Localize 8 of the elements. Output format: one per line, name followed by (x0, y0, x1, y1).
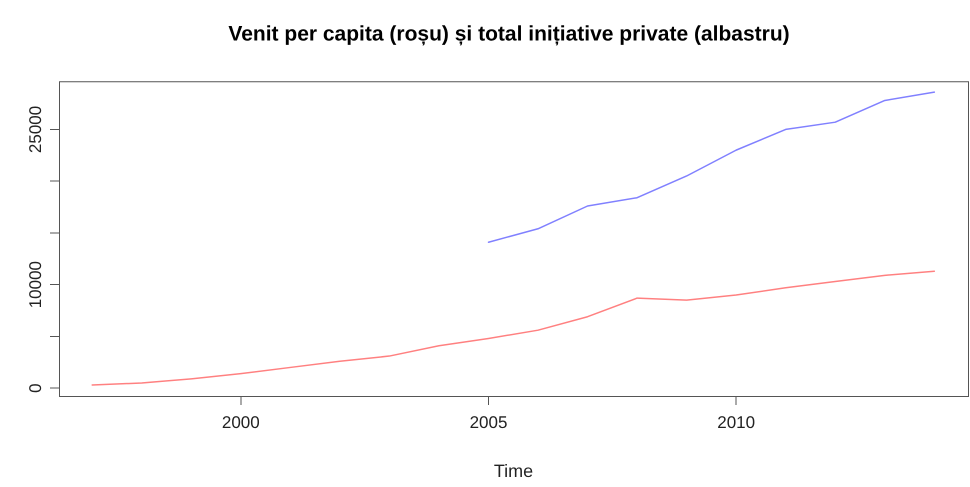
x-tick-label: 2010 (717, 412, 756, 432)
y-tick-label: 25000 (26, 106, 46, 154)
chart-title: Venit per capita (roșu) și total inițiative private (albastru) (228, 22, 790, 46)
x-axis-title: Time (494, 461, 534, 482)
x-tick-label: 2000 (222, 412, 260, 432)
y-tick-label: 0 (26, 383, 46, 393)
x-tick-label: 2005 (470, 412, 508, 432)
y-tick-label: 10000 (26, 261, 46, 308)
